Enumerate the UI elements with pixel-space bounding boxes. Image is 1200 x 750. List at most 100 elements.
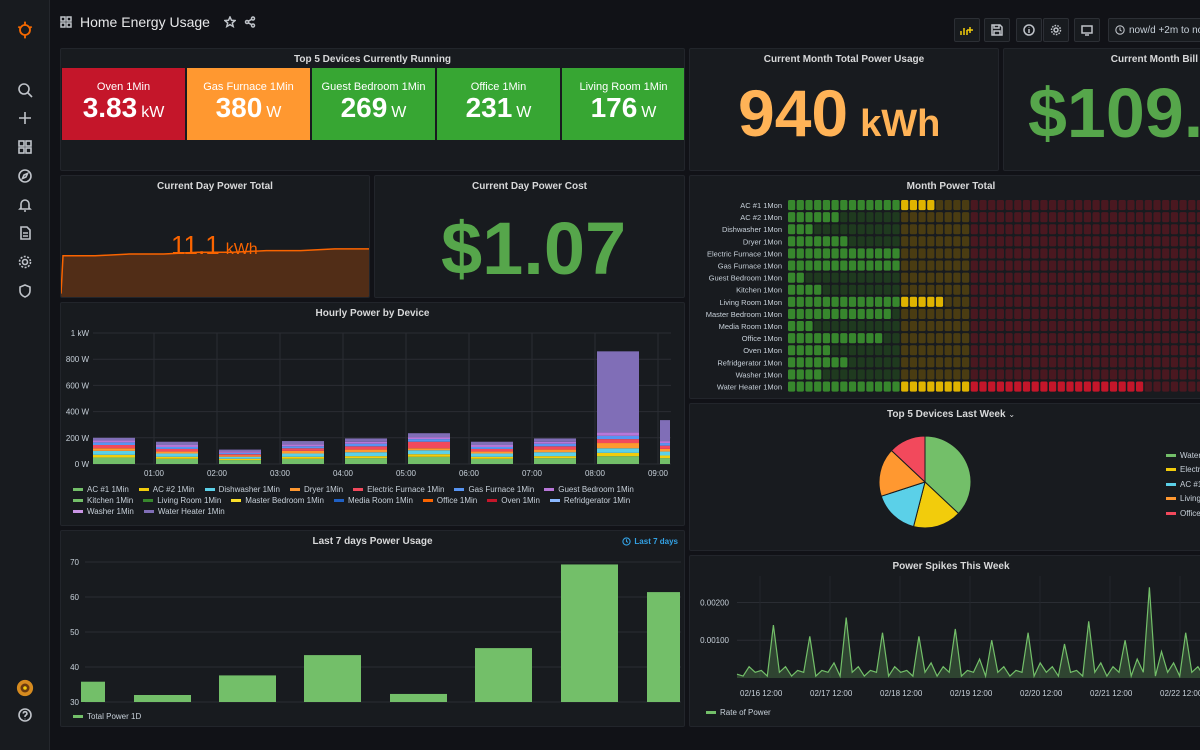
heatmap-cell: [1170, 272, 1178, 283]
device-stat-box[interactable]: Guest Bedroom 1Min 269 W: [312, 68, 435, 140]
device-value-unit: W: [391, 103, 407, 121]
bell-icon[interactable]: [13, 193, 37, 217]
gear-icon[interactable]: [13, 250, 37, 274]
heatmap-cell: [857, 260, 865, 271]
panel-title[interactable]: Last 7 days Power Usage: [312, 536, 433, 547]
panel-title[interactable]: Current Day Power Total: [157, 181, 273, 192]
panel-title[interactable]: Top 5 Devices Currently Running: [293, 54, 452, 65]
document-icon[interactable]: [13, 221, 37, 245]
time-range-picker[interactable]: now/d +2m to no: [1108, 18, 1200, 42]
legend-item[interactable]: Electric Furnace 1Min: [353, 485, 444, 494]
heatmap-cell: [848, 308, 857, 319]
legend-item[interactable]: Office 1Min: [422, 496, 477, 505]
heatmap-cell: [788, 224, 796, 235]
heatmap-cell: [935, 284, 944, 295]
legend-item[interactable]: Media Room 1Min: [333, 496, 413, 505]
stacked-bar-segment: [660, 441, 670, 444]
device-stat-box[interactable]: Office 1Min 231 W: [437, 68, 560, 140]
legend-item[interactable]: Master Bedroom 1Min: [231, 496, 324, 505]
heatmap-cell: [979, 369, 987, 380]
search-icon[interactable]: [13, 78, 37, 102]
plus-icon[interactable]: [13, 106, 37, 130]
chevron-down-icon[interactable]: ⌄: [1008, 410, 1016, 419]
heatmap-cell: [1057, 381, 1065, 392]
panel-title[interactable]: Power Spikes This Week: [892, 561, 1010, 572]
heatmap-cell: [1118, 236, 1126, 247]
panel-title[interactable]: Current Month Bill: [1110, 54, 1198, 65]
heatmap-cell: [840, 236, 848, 247]
legend-item[interactable]: Office: [1166, 506, 1200, 521]
panel-title[interactable]: Month Power Total: [906, 181, 996, 192]
legend-item[interactable]: Guest Bedroom 1Min: [544, 485, 634, 494]
legend-item[interactable]: Living: [1166, 492, 1200, 507]
heatmap-cell: [1136, 224, 1144, 235]
legend-item[interactable]: Total Power 1D: [73, 712, 141, 721]
share-icon[interactable]: [244, 16, 256, 28]
heatmap-cell: [996, 296, 1004, 307]
heatmap-cell: [1083, 296, 1091, 307]
heatmap-cell: [892, 357, 900, 368]
heatmap-cell: [796, 333, 804, 344]
dashboards-icon[interactable]: [13, 135, 37, 159]
legend-item[interactable]: Electri: [1166, 463, 1200, 478]
legend-item[interactable]: Dryer 1Min: [289, 485, 343, 494]
heatmap-cell: [901, 248, 909, 259]
panel-title[interactable]: Hourly Power by Device: [315, 308, 430, 319]
add-panel-button[interactable]: [954, 18, 980, 42]
heatmap-cell: [1022, 321, 1031, 332]
legend-item[interactable]: Rate of Power: [706, 708, 771, 717]
heatmap-cell: [857, 296, 865, 307]
legend-item[interactable]: Refridgerator 1Min: [549, 496, 631, 505]
help-icon[interactable]: [13, 703, 37, 727]
stacked-bar-segment: [471, 445, 513, 447]
legend-item[interactable]: AC #1: [1166, 477, 1200, 492]
dashboard-title[interactable]: Home Energy Usage: [80, 14, 210, 30]
star-icon[interactable]: [223, 16, 236, 28]
legend-item[interactable]: Water: [1166, 448, 1200, 463]
avatar[interactable]: [13, 676, 37, 700]
legend-item[interactable]: Dishwasher 1Min: [204, 485, 280, 494]
settings-icon[interactable]: [1043, 18, 1069, 42]
heatmap-cell: [1005, 333, 1013, 344]
device-stat-box[interactable]: Oven 1Min 3.83 kW: [62, 68, 185, 140]
device-stat-box[interactable]: Living Room 1Min 176 W: [562, 68, 684, 140]
legend-item[interactable]: Water Heater 1Min: [143, 507, 225, 516]
info-icon[interactable]: [1016, 18, 1042, 42]
legend-item[interactable]: Kitchen 1Min: [73, 496, 133, 505]
device-name: Gas Furnace 1Min: [203, 80, 294, 93]
shield-icon[interactable]: [13, 279, 37, 303]
legend-item[interactable]: AC #1 1Min: [73, 485, 129, 494]
legend-item[interactable]: Gas Furnace 1Min: [454, 485, 534, 494]
heatmap-cell: [1144, 284, 1152, 295]
heatmap-cell: [1005, 357, 1013, 368]
legend-label: Office: [1180, 508, 1200, 518]
heatmap-cell: [1188, 321, 1196, 332]
legend-item[interactable]: Washer 1Min: [73, 507, 134, 516]
heatmap-cell: [1144, 381, 1152, 392]
legend-label: Refridgerator 1Min: [563, 496, 631, 505]
heatmap-cell: [935, 224, 944, 235]
heatmap-cell: [1005, 321, 1013, 332]
spike-area: [737, 587, 1200, 678]
panel-title[interactable]: Top 5 Devices Last Week ⌄: [690, 409, 1200, 420]
heatmap-cell: [979, 381, 987, 392]
stacked-bar-segment: [156, 458, 198, 464]
tv-mode-icon[interactable]: [1074, 18, 1100, 42]
sidebar: [0, 0, 50, 750]
heatmap-cell: [970, 308, 978, 319]
panel-title[interactable]: Current Month Total Power Usage: [763, 54, 925, 65]
device-stat-box[interactable]: Gas Furnace 1Min 380 W: [187, 68, 310, 140]
save-icon[interactable]: [984, 18, 1010, 42]
heatmap-cell: [1136, 260, 1144, 271]
grafana-logo-icon[interactable]: [13, 18, 37, 42]
heatmap-cell: [988, 200, 996, 211]
heatmap-cell: [848, 333, 857, 344]
compass-icon[interactable]: [13, 164, 37, 188]
legend-item[interactable]: AC #2 1Min: [138, 485, 195, 494]
y-tick-label: 200 W: [66, 434, 90, 443]
panel-title[interactable]: Current Day Power Cost: [471, 181, 588, 192]
legend-item[interactable]: Oven 1Min: [487, 496, 540, 505]
heatmap-cell: [918, 308, 926, 319]
legend-item[interactable]: Living Room 1Min: [143, 496, 221, 505]
